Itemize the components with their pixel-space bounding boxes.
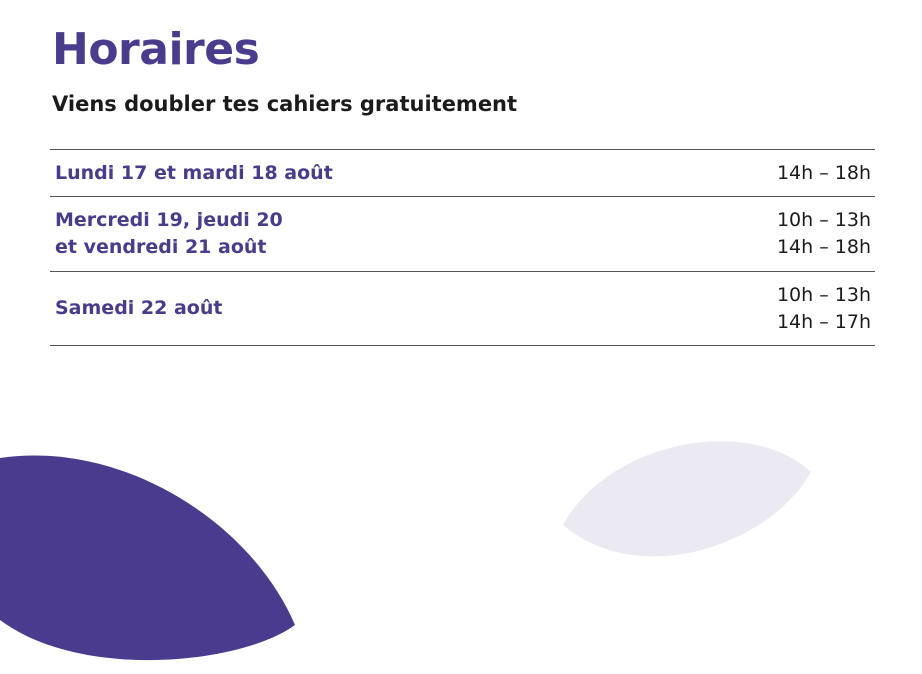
day-text: Mercredi 19, jeudi 20 — [55, 209, 283, 231]
hours-text: 14h – 17h — [776, 310, 871, 333]
day-text: Samedi 22 août — [55, 297, 223, 319]
day-cell: Lundi 17 et mardi 18 août — [55, 160, 333, 187]
hours-text: 14h – 18h — [776, 161, 871, 184]
hours-text: 14h – 18h — [776, 236, 871, 258]
day-text: Lundi 17 et mardi 18 août — [55, 161, 333, 184]
subtitle: Viens doubler tes cahiers gratuitement — [52, 92, 518, 116]
leaf-shape — [563, 441, 811, 557]
title: Horaires — [52, 24, 260, 75]
hours-cell: 10h – 13h 14h – 18h — [777, 207, 871, 261]
hours-text: 10h – 13h — [776, 283, 871, 306]
day-cell: Samedi 22 août — [55, 295, 222, 322]
hours-text: 10h – 13h — [776, 209, 871, 231]
hours-cell: 14h – 18h — [777, 160, 871, 187]
hours-cell: 10h – 13h 14h – 17h — [777, 282, 871, 336]
schedule-table: Lundi 17 et mardi 18 août 14h – 18h Mercre… — [50, 149, 875, 346]
schedule-row: Samedi 22 août 10h – 13h 14h – 17h — [50, 272, 875, 346]
schedule-row: Mercredi 19, jeudi 20 et vendredi 21 août… — [50, 197, 875, 272]
leaf-shape — [0, 455, 295, 661]
day-text: et vendredi 21 août — [55, 236, 267, 258]
schedule-row: Lundi 17 et mardi 18 août 14h – 18h — [50, 150, 875, 197]
day-cell: Mercredi 19, jeudi 20 et vendredi 21 août — [55, 207, 283, 261]
